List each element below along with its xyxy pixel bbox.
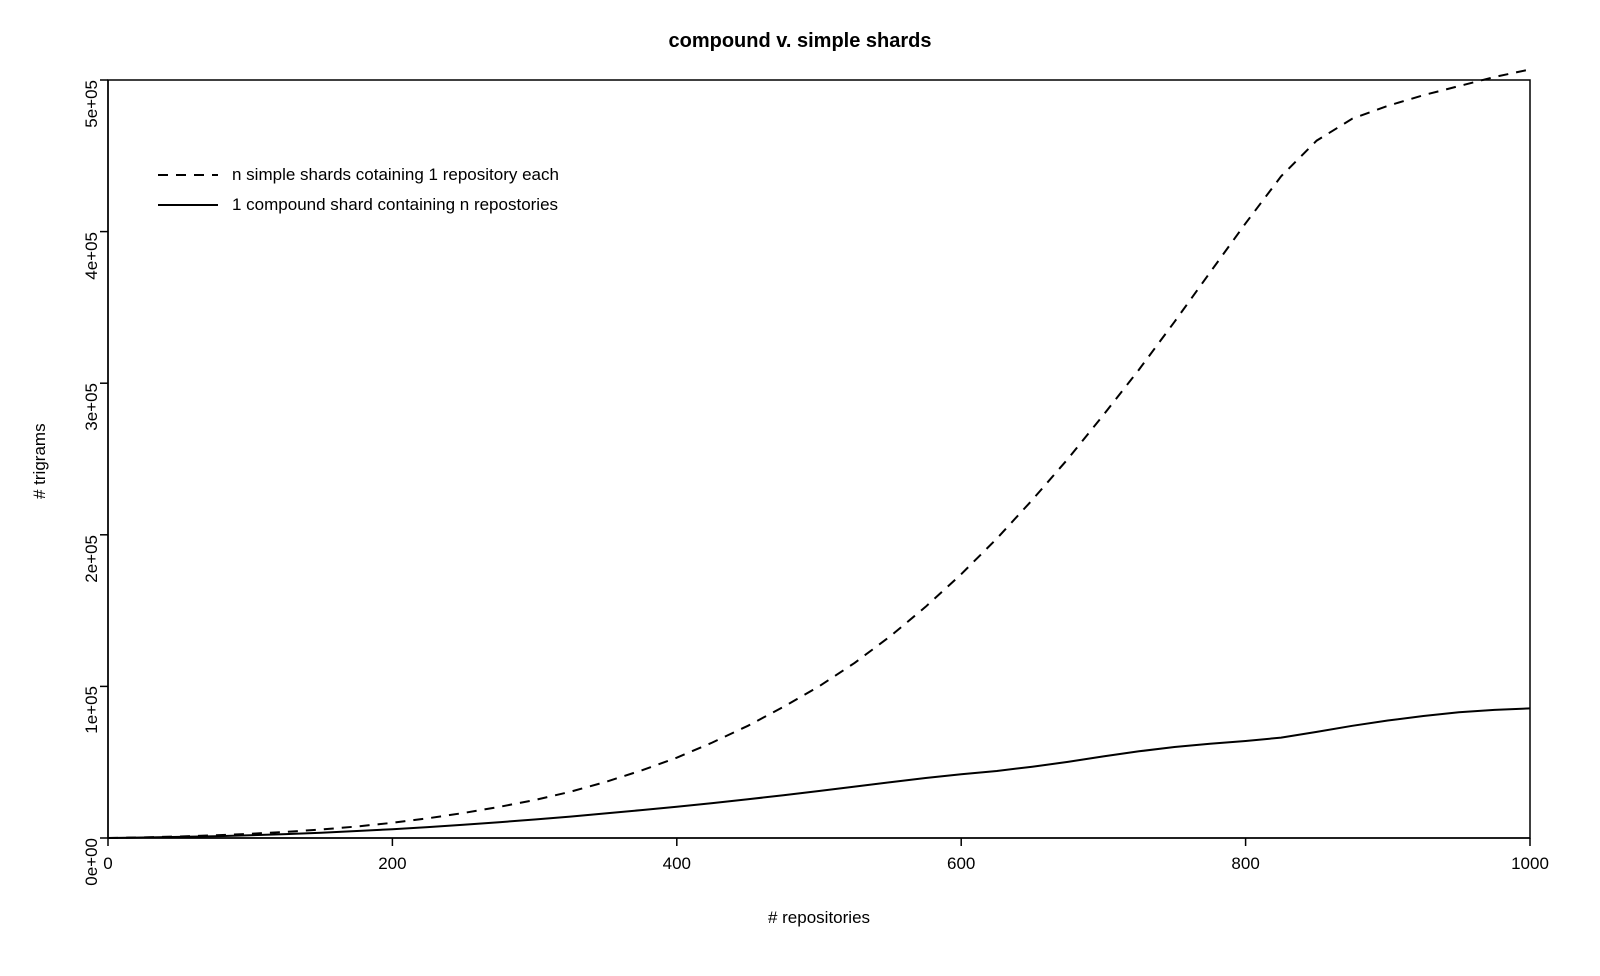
y-tick-label: 4e+05 xyxy=(82,232,102,280)
chart-container: compound v. simple shards # repositories… xyxy=(0,0,1600,976)
legend-item: 1 compound shard containing n repostorie… xyxy=(158,190,559,220)
legend: n simple shards cotaining 1 repository e… xyxy=(158,160,559,220)
x-tick-label: 1000 xyxy=(1511,854,1549,874)
x-tick-label: 0 xyxy=(103,854,112,874)
y-tick-label: 5e+05 xyxy=(82,80,102,128)
x-tick-label: 800 xyxy=(1231,854,1259,874)
x-axis-label: # repositories xyxy=(108,908,1530,928)
y-tick-label: 2e+05 xyxy=(82,535,102,583)
series-compound xyxy=(108,708,1530,838)
legend-label: n simple shards cotaining 1 repository e… xyxy=(232,165,559,185)
legend-line-sample xyxy=(158,160,218,190)
y-tick-label: 3e+05 xyxy=(82,383,102,431)
y-tick-label: 1e+05 xyxy=(82,686,102,734)
y-tick-label: 0e+00 xyxy=(82,838,102,886)
y-axis-label: # trigrams xyxy=(30,423,50,499)
x-tick-label: 200 xyxy=(378,854,406,874)
plot-svg xyxy=(0,0,1600,976)
legend-label: 1 compound shard containing n repostorie… xyxy=(232,195,558,215)
legend-line-sample xyxy=(158,190,218,220)
x-tick-label: 600 xyxy=(947,854,975,874)
legend-item: n simple shards cotaining 1 repository e… xyxy=(158,160,559,190)
x-tick-label: 400 xyxy=(663,854,691,874)
